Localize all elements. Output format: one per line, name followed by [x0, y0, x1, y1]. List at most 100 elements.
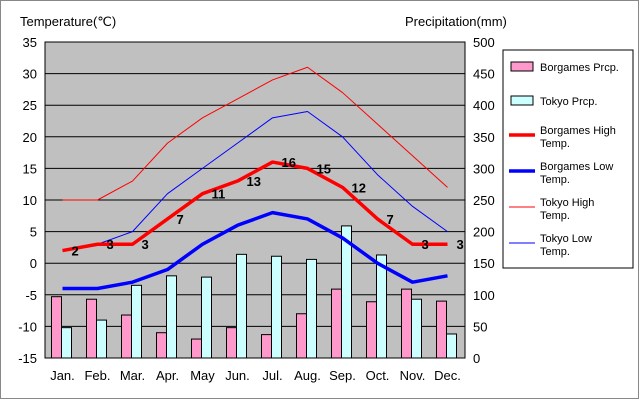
precipitation-bar: [261, 334, 272, 359]
left-tick-label: -10: [18, 319, 37, 334]
data-label: 3: [422, 237, 429, 252]
precipitation-bar: [191, 338, 202, 359]
right-tick-label: 0: [473, 351, 480, 366]
right-tick-label: 300: [473, 161, 495, 176]
x-tick-label: Nov.: [400, 368, 426, 383]
x-tick-label: Jan.: [50, 368, 75, 383]
x-tick-label: Sep.: [329, 368, 356, 383]
right-tick-label: 400: [473, 98, 495, 113]
precipitation-bar: [201, 276, 212, 359]
right-axis-title: Precipitation(mm): [405, 14, 507, 29]
legend-label-line: Tokyo Prcp.: [540, 96, 597, 108]
left-tick-label: 0: [30, 256, 37, 271]
legend-label-line: Borgames Prcp.: [540, 62, 619, 74]
precipitation-bar: [401, 288, 412, 359]
legend-box: [502, 49, 634, 269]
legend-label: Tokyo Prcp.: [540, 96, 597, 108]
temperature-line: [62, 66, 448, 201]
bar-series-tokyo: [61, 225, 457, 359]
data-label: 3: [142, 237, 149, 252]
right-tick-label: 150: [473, 256, 495, 271]
left-tick-label: 35: [23, 35, 37, 50]
temperature-line: [62, 111, 448, 252]
data-label: 7: [177, 212, 184, 227]
left-tick-label: 30: [23, 67, 37, 82]
x-tick-label: Dec.: [434, 368, 461, 383]
legend-label-line: Borgames High: [540, 125, 616, 137]
right-tick-label: 100: [473, 288, 495, 303]
right-tick-label: 450: [473, 67, 495, 82]
right-tick-label: 250: [473, 193, 495, 208]
legend-label-line: Tokyo High: [540, 197, 594, 209]
precipitation-bar: [341, 225, 352, 359]
legend-label-line: Temp.: [540, 138, 570, 150]
right-tick-label: 500: [473, 35, 495, 50]
precipitation-bar: [61, 327, 72, 359]
x-tick-label: Mar.: [120, 368, 145, 383]
data-label: 13: [247, 174, 261, 189]
left-tick-label: -15: [18, 351, 37, 366]
left-tick-label: 20: [23, 130, 37, 145]
data-label: 3: [457, 237, 464, 252]
precipitation-bar: [236, 253, 247, 359]
precipitation-bar: [331, 288, 342, 359]
legend-label-line: Temp.: [540, 246, 570, 258]
temperature-line: [62, 210, 448, 291]
legend-label-line: Tokyo Low: [540, 233, 592, 245]
precipitation-bar: [366, 301, 377, 359]
precipitation-bar: [131, 284, 142, 359]
temperature-line: [62, 160, 448, 253]
left-tick-label: 5: [30, 225, 37, 240]
legend-label: Borgames Prcp.: [540, 62, 619, 74]
x-tick-label: Feb.: [84, 368, 110, 383]
precipitation-bar: [226, 327, 237, 359]
legend-label: Tokyo Low Temp.: [540, 233, 592, 258]
x-tick-label: Oct.: [366, 368, 390, 383]
data-label: 7: [387, 212, 394, 227]
data-label: 11: [212, 187, 226, 202]
legend-swatch: [510, 95, 534, 106]
precipitation-bar: [411, 298, 422, 359]
data-label: 15: [317, 161, 331, 176]
precipitation-bar: [306, 258, 317, 359]
data-label: 12: [352, 180, 366, 195]
precipitation-bar: [86, 298, 97, 359]
x-tick-label: Jul.: [262, 368, 282, 383]
plot-border: [44, 41, 466, 359]
legend-label: Tokyo High Temp.: [540, 197, 594, 222]
left-tick-label: 25: [23, 98, 37, 113]
x-tick-label: May: [190, 368, 215, 383]
legend-label: Borgames Low Temp.: [540, 161, 613, 186]
precipitation-bar: [121, 314, 132, 359]
data-label: 2: [72, 244, 79, 259]
left-axis-title: Temperature(℃): [20, 14, 116, 29]
precipitation-bar: [271, 255, 282, 359]
left-tick-label: 15: [23, 161, 37, 176]
precipitation-bar: [96, 319, 107, 359]
left-tick-label: -5: [25, 288, 37, 303]
precipitation-bar: [296, 313, 307, 359]
precipitation-bar: [446, 333, 457, 359]
left-tick-label: 10: [23, 193, 37, 208]
legend-label-line: Borgames Low: [540, 161, 613, 173]
data-label: 3: [107, 237, 114, 252]
right-tick-label: 350: [473, 130, 495, 145]
precipitation-bar: [166, 275, 177, 359]
precipitation-bar: [156, 332, 167, 359]
x-tick-label: Aug.: [294, 368, 321, 383]
legend-label-line: Temp.: [540, 210, 570, 222]
data-label: 16: [282, 155, 296, 170]
legend-swatch: [510, 61, 534, 72]
legend-label: Borgames High Temp.: [540, 125, 616, 150]
precipitation-bar: [376, 254, 387, 359]
precipitation-bar: [436, 300, 447, 359]
right-tick-label: 50: [473, 319, 487, 334]
x-tick-label: Apr.: [156, 368, 179, 383]
legend-label-line: Temp.: [540, 174, 570, 186]
right-tick-label: 200: [473, 225, 495, 240]
x-tick-label: Jun.: [225, 368, 250, 383]
precipitation-bar: [51, 296, 62, 359]
bar-series-borgames: [51, 288, 447, 359]
